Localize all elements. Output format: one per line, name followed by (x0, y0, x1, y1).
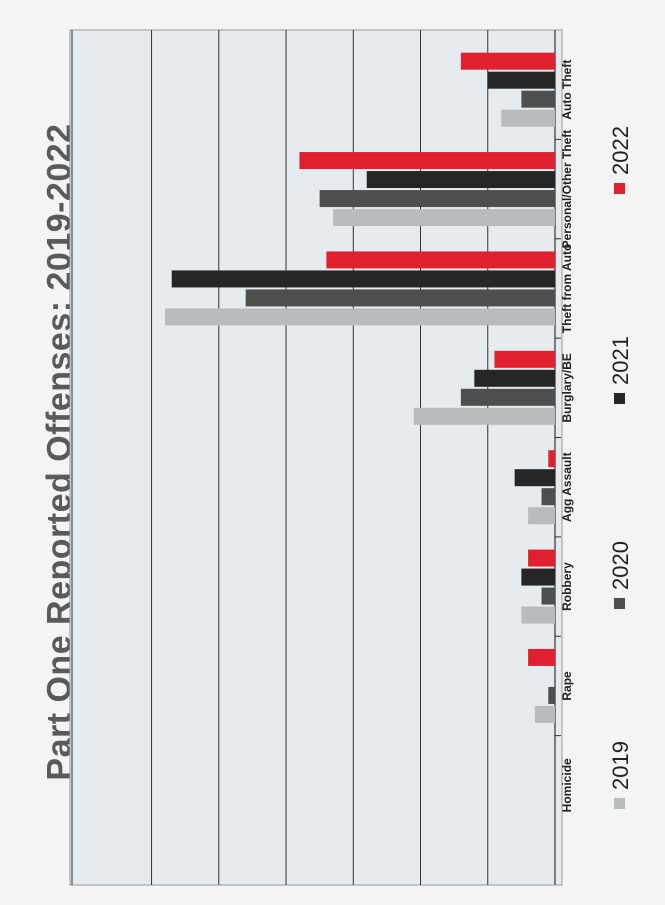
legend-label-2022: 2022 (608, 126, 633, 175)
bar-2020-burglary-be (460, 388, 555, 406)
bar-2022-personal-other-theft (299, 152, 555, 170)
category-label: Agg Assault (560, 452, 574, 522)
category-label: Rape (560, 671, 574, 701)
category-label: Theft from Auto (560, 244, 574, 334)
category-label: Burglary/BE (560, 353, 574, 422)
bar-2020-robbery (541, 587, 555, 605)
bar-2022-auto-theft (460, 52, 555, 70)
legend-label-2021: 2021 (608, 336, 633, 385)
bar-2021-burglary-be (474, 369, 555, 387)
bar-2022-theft-from-auto (326, 251, 555, 269)
bar-2021-agg-assault (514, 469, 555, 487)
legend-swatch-2021 (614, 393, 625, 404)
category-label: Auto Theft (560, 60, 574, 120)
bar-2021-auto-theft (487, 71, 555, 89)
bar-2021-robbery (521, 568, 555, 586)
bar-2020-personal-other-theft (319, 190, 555, 208)
bar-2019-rape (534, 705, 555, 723)
bar-2022-agg-assault (548, 450, 555, 468)
legend-swatch-2019 (614, 798, 625, 809)
bar-2022-rape (528, 648, 555, 666)
legend-swatch-2022 (614, 183, 625, 194)
bar-2019-burglary-be (413, 407, 555, 425)
category-label: Homicide (560, 758, 574, 812)
bar-2019-auto-theft (501, 109, 555, 127)
bar-2021-personal-other-theft (366, 171, 555, 189)
bar-2022-burglary-be (494, 350, 555, 368)
bar-2021-theft-from-auto (171, 270, 556, 288)
bar-2020-theft-from-auto (245, 289, 556, 307)
bar-2019-theft-from-auto (165, 308, 555, 326)
category-label: Personal/Other Theft (560, 130, 574, 249)
legend-swatch-2020 (614, 598, 625, 609)
bar-2022-robbery (528, 549, 555, 567)
bar-2019-personal-other-theft (333, 209, 555, 227)
legend-label-2019: 2019 (608, 741, 633, 790)
bar-2019-agg-assault (528, 507, 555, 525)
bar-2020-auto-theft (521, 90, 555, 108)
bar-2020-agg-assault (541, 488, 555, 506)
bar-2020-rape (548, 686, 555, 704)
legend-label-2020: 2020 (608, 541, 633, 590)
category-label: Robbery (560, 562, 574, 611)
bar-2019-robbery (521, 606, 555, 624)
